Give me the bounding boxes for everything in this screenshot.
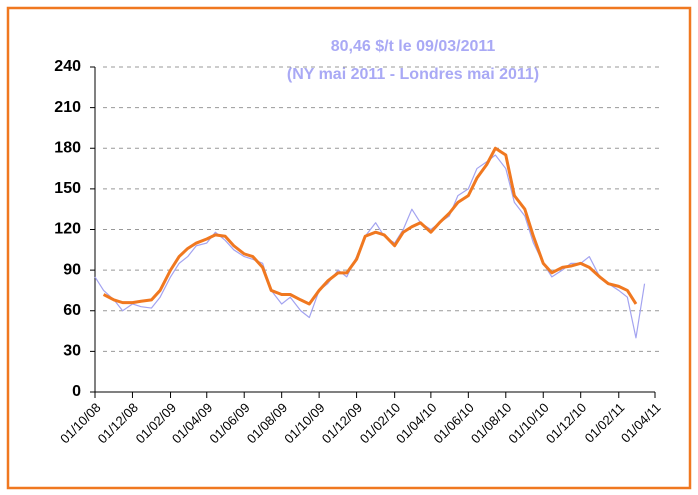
y-tick-label: 90: [63, 261, 81, 278]
chart-subtitle: (NY mai 2011 - Londres mai 2011): [287, 66, 539, 83]
y-tick-label: 210: [54, 99, 81, 116]
series-line: [102, 146, 638, 306]
y-tick-label: 60: [63, 302, 81, 319]
y-tick-label: 150: [54, 180, 81, 197]
y-tick-label: 240: [54, 58, 81, 75]
series-line: [94, 154, 646, 339]
y-tick-label: 30: [63, 343, 81, 360]
chart-title: 80,46 $/t le 09/03/2011: [331, 38, 496, 55]
y-tick-label: 0: [72, 383, 81, 400]
y-tick-label: 180: [54, 139, 81, 156]
y-tick-label: 120: [54, 221, 81, 238]
chart-frame: [6, 6, 692, 490]
